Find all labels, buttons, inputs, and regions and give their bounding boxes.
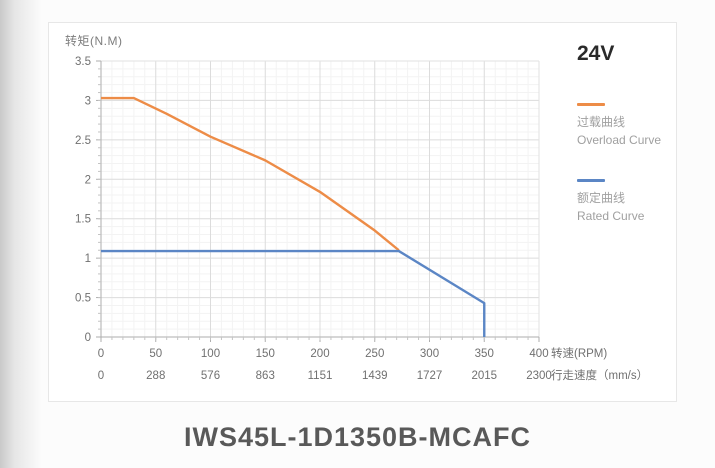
svg-text:2300: 2300 [526,370,552,382]
svg-text:50: 50 [149,348,162,360]
x-tick-labels-rpm: 0 50 100 150 200 250 300 350 400 转速(RPM) [98,346,608,360]
svg-text:150: 150 [256,348,275,360]
chart-card: 转矩(N.M) 3.5 3 2.5 2 1.5 1 0.5 0 0 50 100 150 200 250 3… [48,22,677,402]
svg-text:3.5: 3.5 [75,56,91,68]
rated-curve-label-zh: 额定曲线 [577,191,626,205]
svg-text:行走速度（mm/s）: 行走速度（mm/s） [551,368,648,382]
svg-text:0: 0 [85,332,91,344]
series-overload-curve [101,96,400,252]
model-title: IWS45L-1D1350B-MCAFC [183,422,532,452]
svg-text:350: 350 [475,348,494,360]
svg-text:1.5: 1.5 [75,214,91,226]
svg-text:1151: 1151 [308,370,333,382]
svg-text:250: 250 [365,348,384,360]
x-tick-labels-speed: 0 288 576 863 1151 1439 1727 2015 2300 行走速度（mm/s） [98,368,648,382]
overload-curve-label-en: Overload Curve [577,133,662,147]
grid-major [101,61,539,337]
svg-text:100: 100 [201,348,220,360]
series-rated-curve [101,249,486,337]
chart-legend: 24V 过载曲线 Overload Curve 额定曲线 Rated Curve [577,39,677,225]
legend-item-overload: 过载曲线 Overload Curve [577,103,677,149]
svg-text:863: 863 [256,370,275,382]
legend-item-rated: 额定曲线 Rated Curve [577,179,677,225]
axis-ticks [96,60,540,342]
svg-text:2: 2 [85,174,91,186]
svg-text:0.5: 0.5 [75,293,91,305]
svg-text:0: 0 [98,348,104,360]
page-edge-shadow [0,0,42,468]
torque-speed-chart-svg: 3.532.521.510.500 50 100 150 200 250 300 350 400… [75,56,648,382]
svg-text:1439: 1439 [362,370,388,382]
svg-text:300: 300 [420,348,439,360]
svg-text:2015: 2015 [471,370,497,382]
svg-text:1727: 1727 [417,370,443,382]
svg-text:1: 1 [85,253,91,265]
svg-text:0: 0 [98,370,104,382]
overload-curve-line-swatch-icon [577,103,605,106]
rated-curve-line-swatch-icon [577,179,605,182]
svg-text:200: 200 [310,348,329,360]
rated-curve-label-en: Rated Curve [577,209,645,223]
overload-curve-label-zh: 过载曲线 [577,115,626,129]
svg-text:576: 576 [201,370,220,382]
svg-text:288: 288 [146,370,165,382]
svg-text:转速(RPM): 转速(RPM) [551,346,607,360]
svg-text:2.5: 2.5 [75,135,91,147]
svg-text:3: 3 [85,95,91,107]
voltage-label: 24V [577,42,615,65]
y-tick-labels: 3.5 3 2.5 2 1.5 1 0.5 0 [75,56,91,344]
svg-text:400: 400 [529,348,548,360]
y-axis-title: 转矩(N.M) [65,34,123,48]
